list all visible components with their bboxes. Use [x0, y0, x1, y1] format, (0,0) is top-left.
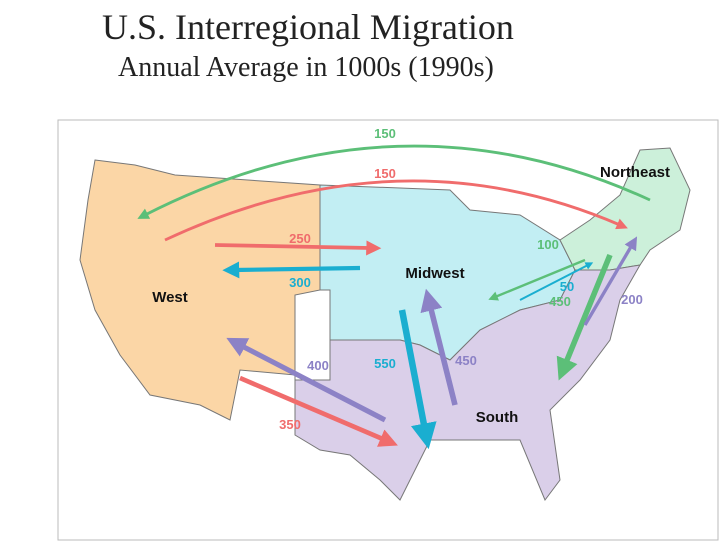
flow-label: 50: [560, 279, 574, 294]
flow-arrow: [214, 240, 382, 256]
region-label: West: [152, 289, 188, 306]
title: U.S. Interregional Migration: [102, 7, 514, 47]
flow-label: 300: [289, 275, 311, 290]
flow-arrow: [226, 337, 387, 423]
flow-arrow: [222, 261, 361, 279]
flow-label: 100: [537, 237, 559, 252]
flow-label: 150: [374, 166, 396, 181]
subtitle: Annual Average in 1000s (1990s): [118, 52, 494, 83]
flow-arrow: [556, 253, 613, 381]
flow-label: 350: [279, 417, 301, 432]
flow-arrow: [583, 236, 638, 326]
region-label: Northeast: [600, 164, 670, 181]
flow-label: 150: [374, 126, 396, 141]
region-label: South: [476, 409, 519, 426]
flow-label: 550: [374, 356, 396, 371]
flow-arrow: [519, 262, 594, 301]
flow-arrow: [398, 309, 437, 450]
flow-arrow: [137, 144, 651, 219]
flow-label: 200: [621, 292, 643, 307]
flow-label: 450: [455, 353, 477, 368]
flow-label: 450: [549, 294, 571, 309]
flow-arrow: [164, 179, 628, 242]
flow-label: 400: [307, 358, 329, 373]
flow-label: 250: [289, 231, 311, 246]
flows: [137, 144, 651, 450]
flow-arrow: [239, 375, 398, 447]
region-label: Midwest: [405, 265, 464, 282]
flow-arrow: [420, 288, 458, 406]
flow-arrow: [488, 258, 586, 301]
